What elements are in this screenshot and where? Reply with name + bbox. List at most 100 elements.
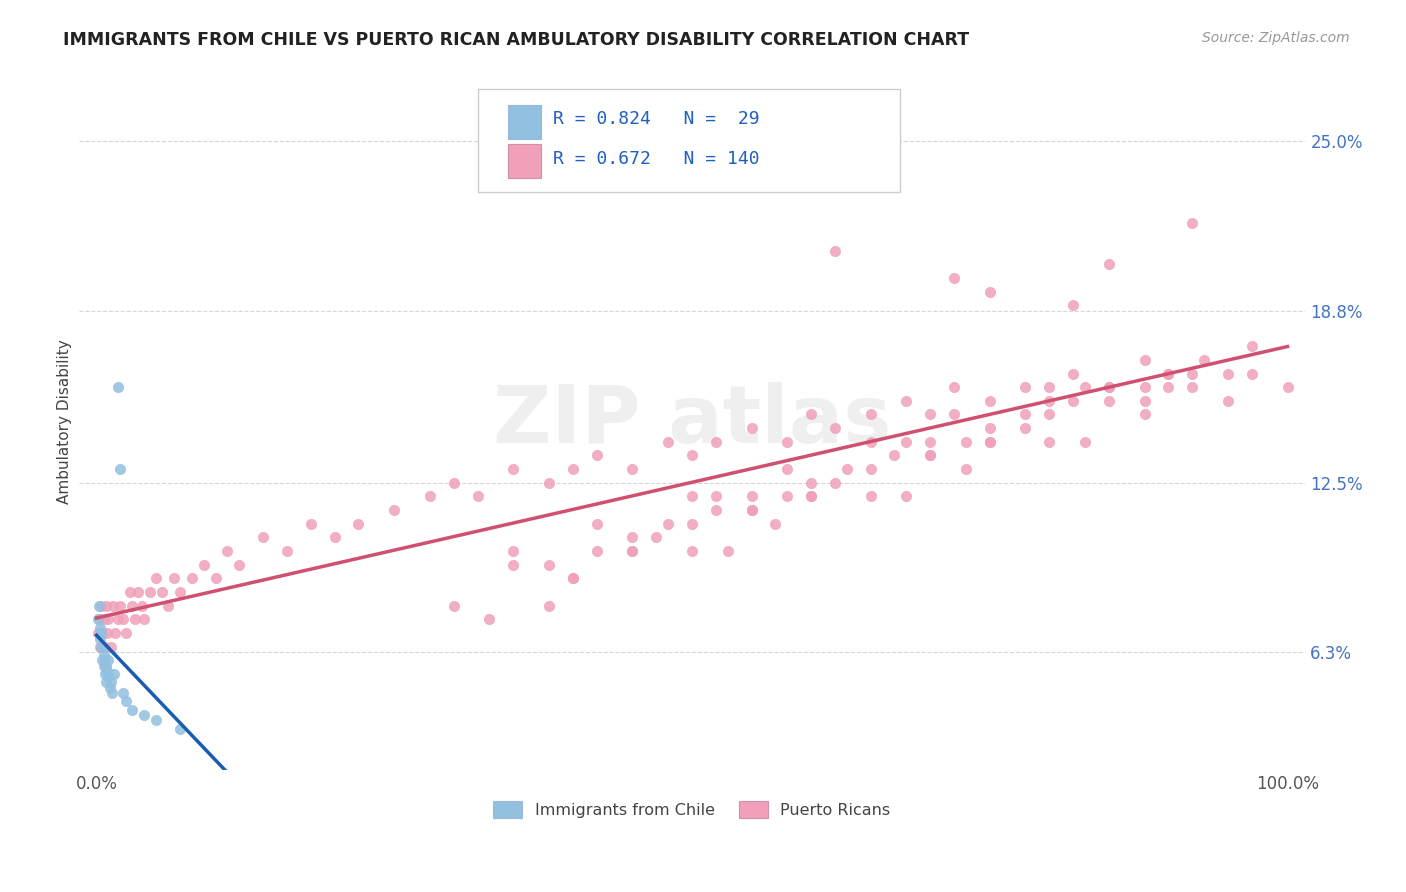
Point: [859, 408, 882, 422]
Point: [979, 434, 1001, 449]
Y-axis label: Ambulatory Disability: Ambulatory Disability: [58, 339, 72, 504]
Point: [131, 599, 153, 613]
Point: [585, 449, 607, 463]
Point: [621, 530, 644, 544]
Point: [115, 694, 138, 708]
Point: [979, 421, 1001, 435]
Point: [883, 449, 905, 463]
Point: [776, 462, 799, 476]
Point: [681, 490, 703, 504]
Point: [621, 462, 644, 476]
Point: [94, 640, 117, 654]
Point: [91, 626, 114, 640]
Point: [124, 612, 146, 626]
Point: [132, 612, 155, 626]
Point: [252, 530, 274, 544]
Point: [169, 722, 191, 736]
Point: [89, 632, 111, 646]
Point: [538, 558, 561, 572]
Point: [276, 544, 298, 558]
Point: [979, 285, 1001, 299]
Point: [150, 585, 173, 599]
Point: [110, 599, 132, 613]
Point: [896, 490, 918, 504]
Point: [163, 571, 186, 585]
Point: [97, 612, 120, 626]
Point: [86, 626, 108, 640]
Point: [776, 490, 799, 504]
Point: [98, 681, 121, 695]
Point: [502, 544, 524, 558]
Point: [704, 503, 727, 517]
Point: [90, 599, 112, 613]
Point: [704, 490, 727, 504]
Point: [800, 475, 823, 490]
Point: [800, 408, 823, 422]
Point: [127, 585, 149, 599]
Point: [1133, 352, 1156, 367]
Point: [502, 558, 524, 572]
Point: [94, 658, 117, 673]
Point: [824, 244, 846, 258]
Point: [97, 653, 120, 667]
Point: [621, 544, 644, 558]
Point: [717, 544, 740, 558]
Point: [1062, 298, 1084, 312]
Point: [824, 421, 846, 435]
Point: [103, 667, 125, 681]
Point: [169, 585, 191, 599]
Point: [1181, 216, 1204, 230]
Point: [657, 516, 679, 531]
Point: [1038, 408, 1060, 422]
Point: [323, 530, 346, 544]
Point: [1098, 393, 1121, 408]
Point: [538, 475, 561, 490]
Point: [1240, 339, 1263, 353]
Point: [91, 653, 114, 667]
Point: [347, 516, 370, 531]
Point: [1062, 393, 1084, 408]
Point: [704, 434, 727, 449]
Point: [110, 462, 132, 476]
Point: [920, 449, 942, 463]
Point: [93, 658, 115, 673]
Point: [139, 585, 162, 599]
Point: [382, 503, 405, 517]
Point: [299, 516, 322, 531]
Point: [1098, 380, 1121, 394]
Point: [93, 612, 115, 626]
Point: [96, 626, 118, 640]
Point: [443, 599, 465, 613]
Point: [94, 667, 117, 681]
Point: [101, 686, 124, 700]
Point: [1157, 380, 1180, 394]
Point: [681, 516, 703, 531]
Point: [1240, 367, 1263, 381]
Point: [681, 544, 703, 558]
Point: [1133, 380, 1156, 394]
Point: [180, 571, 202, 585]
Point: [90, 626, 112, 640]
Point: [115, 626, 138, 640]
Point: [87, 612, 110, 626]
Point: [1181, 380, 1204, 394]
Point: [1014, 408, 1036, 422]
Point: [100, 640, 122, 654]
Point: [101, 599, 124, 613]
Point: [1038, 393, 1060, 408]
Point: [1133, 408, 1156, 422]
Point: [1216, 367, 1239, 381]
Point: [741, 503, 763, 517]
Point: [1277, 380, 1299, 394]
Point: [1098, 380, 1121, 394]
Point: [763, 516, 786, 531]
Point: [100, 675, 122, 690]
Point: [89, 621, 111, 635]
Point: [859, 490, 882, 504]
Point: [979, 434, 1001, 449]
Point: [94, 653, 117, 667]
Point: [538, 599, 561, 613]
Point: [1157, 367, 1180, 381]
Point: [156, 599, 179, 613]
Point: [1038, 434, 1060, 449]
